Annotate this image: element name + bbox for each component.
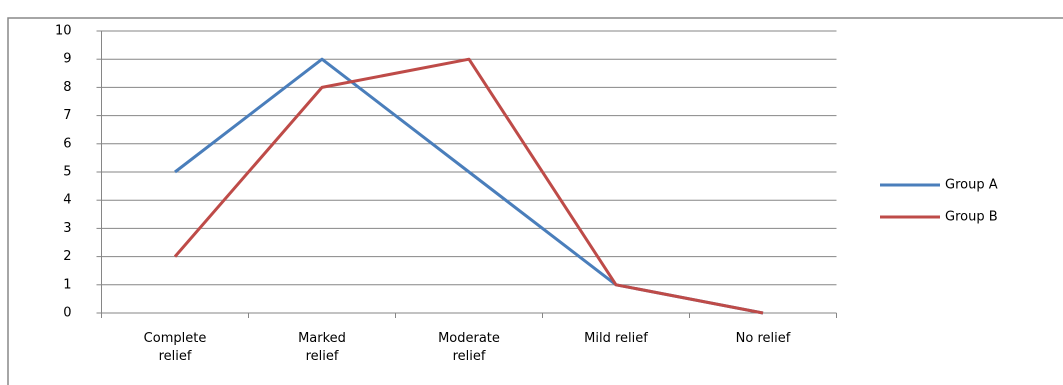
x-tick-label: Marked relief bbox=[298, 331, 346, 364]
legend-label: Group B bbox=[945, 210, 998, 225]
x-tick-label: No relief bbox=[735, 331, 791, 346]
y-tick-label: 10 bbox=[55, 24, 72, 39]
y-tick-label: 7 bbox=[63, 108, 71, 123]
y-tick-label: 0 bbox=[63, 306, 71, 321]
y-tick-label: 6 bbox=[63, 136, 71, 151]
series-line bbox=[173, 57, 764, 315]
y-tick-label: 1 bbox=[63, 277, 71, 292]
y-tick-label: 3 bbox=[63, 221, 71, 236]
y-tick-label: 9 bbox=[63, 52, 71, 67]
x-tick-label: Mild relief bbox=[584, 331, 648, 346]
y-tick-label: 8 bbox=[63, 80, 71, 95]
y-tick-label: 5 bbox=[63, 165, 71, 180]
x-tick-label: Moderate relief bbox=[438, 331, 500, 364]
x-tick-label: Complete relief bbox=[143, 331, 207, 364]
chart-frame bbox=[7, 17, 1063, 385]
y-tick-label: 2 bbox=[63, 249, 71, 264]
y-tick-label: 4 bbox=[63, 193, 71, 208]
series-line bbox=[174, 57, 764, 315]
legend-label: Group A bbox=[945, 178, 998, 193]
